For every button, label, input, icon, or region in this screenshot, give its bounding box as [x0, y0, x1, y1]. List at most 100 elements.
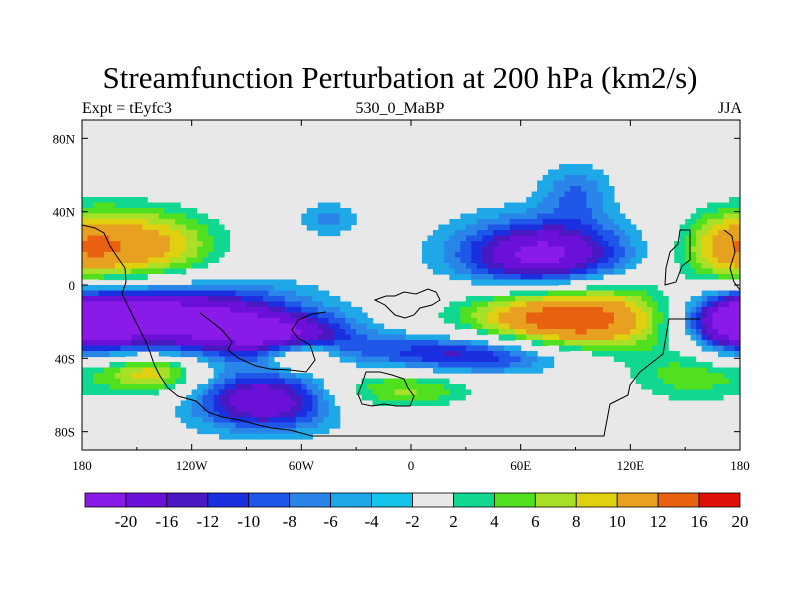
- contour-cell: [438, 400, 445, 407]
- contour-cell: [378, 334, 385, 341]
- contour-cell: [92, 197, 100, 204]
- contour-cell: [564, 213, 571, 220]
- contour-cell: [394, 340, 401, 347]
- contour-cell: [378, 356, 385, 363]
- contour-cell: [690, 197, 697, 204]
- contour-cell: [734, 279, 740, 286]
- contour-cell: [718, 351, 725, 358]
- contour-cell: [542, 301, 549, 308]
- contour-cell: [526, 340, 533, 347]
- contour-cell: [186, 263, 193, 270]
- contour-cell: [197, 290, 204, 297]
- contour-cell: [542, 296, 549, 303]
- contour-cell: [416, 373, 423, 380]
- contour-cell: [416, 400, 423, 407]
- contour-cell: [268, 367, 275, 374]
- contour-cell: [317, 208, 324, 215]
- contour-cell: [619, 323, 626, 330]
- contour-cell: [147, 340, 154, 347]
- contour-cell: [723, 219, 730, 226]
- contour-cell: [718, 246, 725, 253]
- contour-cell: [169, 378, 176, 385]
- contour-cell: [241, 428, 248, 435]
- contour-cell: [602, 285, 609, 292]
- contour-cell: [646, 378, 653, 385]
- contour-cell: [109, 307, 116, 314]
- contour-cell: [345, 389, 352, 396]
- contour-cell: [328, 400, 335, 407]
- contour-cell: [136, 246, 143, 253]
- contour-cell: [542, 274, 549, 281]
- contour-cell: [92, 296, 100, 303]
- contour-cell: [273, 351, 280, 358]
- contour-cell: [608, 268, 615, 275]
- contour-cell: [542, 356, 549, 363]
- contour-cell: [531, 274, 538, 281]
- contour-cell: [608, 384, 615, 391]
- contour-cell: [520, 224, 527, 231]
- contour-cell: [268, 301, 275, 308]
- contour-cell: [257, 389, 264, 396]
- contour-cell: [493, 263, 500, 270]
- contour-cell: [564, 318, 571, 325]
- contour-cell: [125, 246, 132, 253]
- contour-cell: [367, 362, 374, 369]
- contour-cell: [241, 395, 248, 402]
- contour-cell: [580, 312, 588, 319]
- contour-cell: [213, 417, 220, 424]
- contour-cell: [125, 296, 132, 303]
- contour-cell: [559, 312, 566, 319]
- contour-cell: [219, 389, 226, 396]
- contour-cell: [432, 356, 440, 363]
- contour-cell: [707, 318, 714, 325]
- contour-cell: [197, 351, 204, 358]
- contour-cell: [564, 186, 571, 193]
- contour-cell: [460, 290, 467, 297]
- contour-cell: [597, 351, 604, 358]
- contour-cell: [613, 224, 620, 231]
- contour-cell: [279, 417, 286, 424]
- contour-cell: [268, 356, 275, 363]
- contour-cell: [537, 323, 544, 330]
- contour-cell: [454, 274, 461, 281]
- contour-cell: [707, 373, 714, 380]
- contour-cell: [136, 235, 143, 242]
- contour-cell: [109, 318, 116, 325]
- contour-cell: [411, 400, 418, 407]
- contour-cell: [438, 351, 445, 358]
- contour-cell: [707, 406, 714, 413]
- contour-cell: [334, 422, 341, 429]
- contour-cell: [131, 246, 138, 253]
- contour-cell: [197, 301, 204, 308]
- contour-cell: [613, 213, 620, 220]
- contour-cell: [542, 318, 549, 325]
- colorbar-swatch: [84, 492, 127, 508]
- contour-cell: [246, 329, 253, 336]
- contour-cell: [147, 384, 154, 391]
- contour-cell: [553, 312, 560, 319]
- contour-cell: [317, 384, 324, 391]
- contour-cell: [559, 213, 566, 220]
- contour-cell: [564, 307, 571, 314]
- contour-cell: [580, 252, 588, 259]
- contour-cell: [87, 241, 94, 248]
- contour-cell: [235, 411, 242, 418]
- contour-cell: [476, 219, 483, 226]
- contour-cell: [630, 230, 637, 237]
- contour-cell: [328, 312, 335, 319]
- contour-cell: [482, 241, 489, 248]
- contour-cell: [120, 351, 127, 358]
- contour-cell: [328, 417, 335, 424]
- contour-cell: [361, 345, 368, 352]
- contour-cell: [608, 202, 615, 209]
- contour-cell: [334, 301, 341, 308]
- contour-cell: [290, 395, 297, 402]
- contour-cell: [180, 219, 187, 226]
- contour-cell: [542, 334, 549, 341]
- contour-cell: [646, 351, 653, 358]
- contour-cell: [427, 301, 434, 308]
- contour-cell: [586, 334, 593, 341]
- x-tick-label: 120W: [176, 458, 209, 473]
- contour-cell: [504, 323, 511, 330]
- contour-cell: [230, 428, 237, 435]
